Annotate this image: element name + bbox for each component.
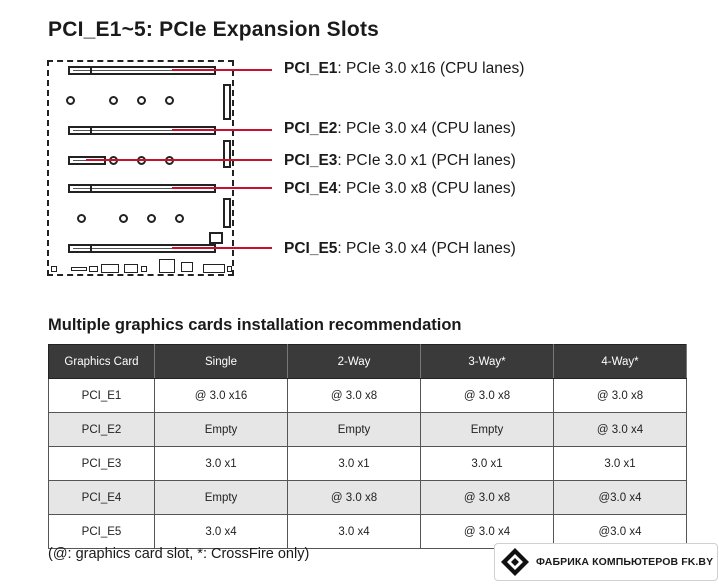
leader-line-pci-e3 — [86, 159, 272, 161]
table-cell: @3.0 x4 — [553, 480, 687, 515]
leader-line-pci-e2 — [172, 129, 272, 131]
mounting-hole — [137, 96, 146, 105]
table-row: PCI_E1 @ 3.0 x16 @ 3.0 x8 @ 3.0 x8 @ 3.0… — [48, 378, 687, 413]
column-header: 3-Way* — [420, 344, 554, 379]
table-cell: @ 3.0 x16 — [154, 378, 288, 413]
slot-bracket — [209, 232, 223, 244]
slot-label-pci-e1: PCI_E1: PCIe 3.0 x16 (CPU lanes) — [284, 60, 525, 77]
table-cell: @ 3.0 x8 — [553, 378, 687, 413]
slot-label-pci-e4: PCI_E4: PCIe 3.0 x8 (CPU lanes) — [284, 180, 516, 197]
table-cell: @ 3.0 x8 — [420, 378, 554, 413]
column-header: Graphics Card — [48, 344, 155, 379]
recommendation-table: Graphics Card Single 2-Way 3-Way* 4-Way*… — [48, 344, 687, 549]
mounting-hole — [165, 96, 174, 105]
slot-bracket — [223, 140, 231, 168]
table-title: Multiple graphics cards installation rec… — [48, 316, 462, 334]
board-header — [51, 266, 57, 272]
table-cell: PCI_E2 — [48, 412, 155, 447]
table-cell: 3.0 x1 — [420, 446, 554, 481]
column-header: Single — [154, 344, 288, 379]
table-cell: @ 3.0 x8 — [287, 480, 421, 515]
table-cell: @ 3.0 x8 — [420, 480, 554, 515]
table-cell: 3.0 x1 — [553, 446, 687, 481]
board-header — [181, 262, 193, 272]
table-cell: 3.0 x1 — [287, 446, 421, 481]
slot-label-pci-e3: PCI_E3: PCIe 3.0 x1 (PCH lanes) — [284, 152, 516, 169]
table-row: PCI_E4 Empty @ 3.0 x8 @ 3.0 x8 @3.0 x4 — [48, 480, 687, 515]
watermark-badge[interactable]: ФАБРИКА КОМПЬЮТЕРОВ FK.BY — [494, 543, 718, 581]
table-row: PCI_E5 3.0 x4 3.0 x4 @ 3.0 x4 @3.0 x4 — [48, 514, 687, 549]
board-header — [159, 259, 175, 273]
board-header — [101, 264, 119, 273]
board-header — [203, 264, 225, 273]
table-row: PCI_E3 3.0 x1 3.0 x1 3.0 x1 3.0 x1 — [48, 446, 687, 481]
leader-line-pci-e4 — [172, 187, 272, 189]
watermark-text: ФАБРИКА КОМПЬЮТЕРОВ FK.BY — [536, 556, 714, 568]
page-title: PCI_E1~5: PCIe Expansion Slots — [48, 18, 380, 41]
board-header — [141, 266, 147, 272]
column-header: 4-Way* — [553, 344, 687, 379]
table-cell: Empty — [154, 480, 288, 515]
table-cell: PCI_E3 — [48, 446, 155, 481]
motherboard-diagram — [47, 60, 234, 276]
mounting-hole — [175, 214, 184, 223]
table-row: PCI_E2 Empty Empty Empty @ 3.0 x4 — [48, 412, 687, 447]
table-cell: 3.0 x4 — [287, 514, 421, 549]
diamond-logo-icon — [501, 548, 529, 576]
slot-bracket — [223, 198, 231, 228]
slot-label-pci-e2: PCI_E2: PCIe 3.0 x4 (CPU lanes) — [284, 120, 516, 137]
table-cell: PCI_E1 — [48, 378, 155, 413]
mounting-hole — [119, 214, 128, 223]
leader-line-pci-e1 — [172, 69, 272, 71]
board-header — [124, 264, 138, 273]
slot-label-pci-e5: PCI_E5: PCIe 3.0 x4 (PCH lanes) — [284, 240, 516, 257]
board-header — [89, 266, 98, 272]
table-cell: 3.0 x1 — [154, 446, 288, 481]
table-cell: Empty — [287, 412, 421, 447]
column-header: 2-Way — [287, 344, 421, 379]
leader-line-pci-e5 — [172, 247, 272, 249]
mounting-hole — [77, 214, 86, 223]
table-cell: @ 3.0 x4 — [553, 412, 687, 447]
table-cell: PCI_E5 — [48, 514, 155, 549]
board-header — [227, 266, 232, 272]
table-cell: Empty — [420, 412, 554, 447]
board-header — [71, 267, 87, 271]
table-cell: 3.0 x4 — [154, 514, 288, 549]
footnote: (@: graphics card slot, *: CrossFire onl… — [48, 546, 310, 562]
mounting-hole — [147, 214, 156, 223]
table-cell: @ 3.0 x8 — [287, 378, 421, 413]
mounting-hole — [66, 96, 75, 105]
mounting-hole — [109, 96, 118, 105]
table-header-row: Graphics Card Single 2-Way 3-Way* 4-Way* — [48, 344, 687, 379]
table-cell: Empty — [154, 412, 288, 447]
table-cell: PCI_E4 — [48, 480, 155, 515]
slot-bracket — [223, 84, 231, 120]
